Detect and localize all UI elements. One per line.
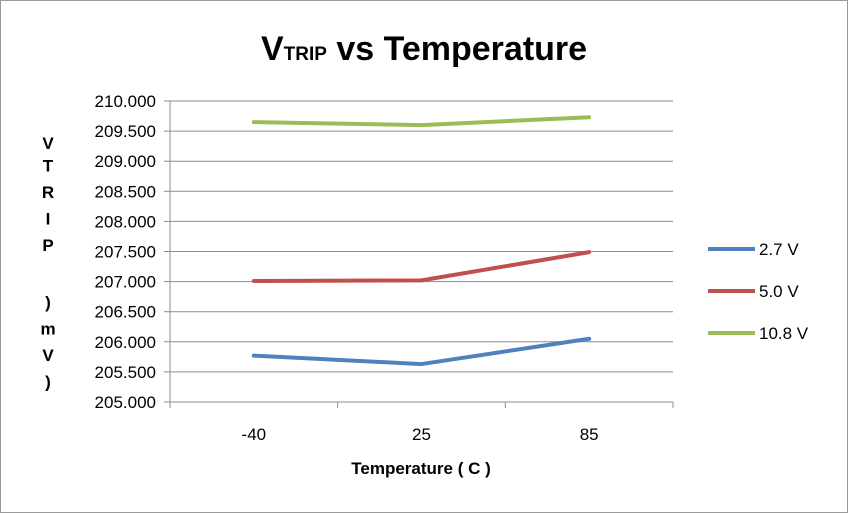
y-tick-label: 210.000 <box>95 92 156 111</box>
y-tick-label: 209.500 <box>95 122 156 141</box>
chart-title-subscript: TRIP <box>284 44 328 65</box>
y-tick-label: 206.500 <box>95 303 156 322</box>
y-axis-label-char: m <box>40 320 55 339</box>
y-tick-label: 206.000 <box>95 333 156 352</box>
chart-title: VTRIP vs Temperature <box>261 30 587 68</box>
y-tick-label: 207.000 <box>95 273 156 292</box>
series-lines <box>251 115 592 367</box>
y-tick-label: 209.000 <box>95 152 156 171</box>
legend-label: 10.8 V <box>759 324 809 343</box>
y-axis-label-char: I <box>46 210 51 229</box>
x-tick-labels: -40 25 85 <box>242 425 599 444</box>
legend: 2.7 V 5.0 V 10.8 V <box>708 240 809 343</box>
y-axis-label-char: T <box>43 157 54 176</box>
y-axis-label-char: ) <box>45 293 51 312</box>
y-tick-label: 207.500 <box>95 243 156 262</box>
x-tick-label: -40 <box>242 425 267 444</box>
legend-item: 5.0 V <box>708 282 799 301</box>
axes <box>164 100 674 408</box>
gridlines <box>170 100 673 373</box>
y-tick-label: 205.000 <box>95 393 156 412</box>
y-tick-label: 205.500 <box>95 363 156 382</box>
legend-item: 10.8 V <box>708 324 809 343</box>
x-axis-label: Temperature ( C ) <box>351 459 491 478</box>
y-axis-label-char: ) <box>45 373 51 392</box>
y-tick-label: 208.500 <box>95 182 156 201</box>
y-axis-label-char: V <box>42 134 54 153</box>
y-axis-label-char: V <box>42 346 54 365</box>
y-axis-label-char: R <box>42 183 54 202</box>
x-tick-label: 85 <box>580 425 599 444</box>
y-axis-label: VTRIP)mV) <box>40 134 55 392</box>
series-line <box>251 250 592 283</box>
y-axis-label-char: P <box>42 236 53 255</box>
y-tick-label: 208.000 <box>95 212 156 231</box>
chart-title-rest: vs Temperature <box>327 30 587 68</box>
legend-label: 5.0 V <box>759 282 799 301</box>
legend-item: 2.7 V <box>708 240 799 259</box>
legend-label: 2.7 V <box>759 240 799 259</box>
y-tick-labels: 205.000 205.500 206.000 206.500 207.000 207.5… <box>95 92 156 412</box>
x-tick-label: 25 <box>412 425 431 444</box>
series-line <box>251 115 592 128</box>
chart-title-prefix: V <box>261 30 284 68</box>
series-line <box>251 336 592 367</box>
